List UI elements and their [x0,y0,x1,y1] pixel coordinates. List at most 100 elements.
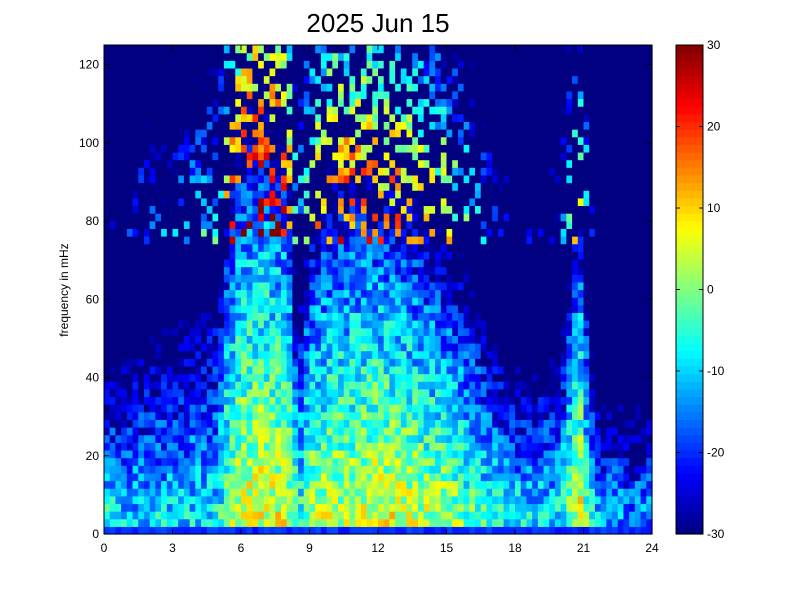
spectrogram-cell [138,90,145,100]
spectrogram-cell [121,129,128,138]
spectrogram-cell [241,182,248,191]
spectrogram-cell [104,365,111,375]
spectrogram-cell [457,327,465,336]
spectrogram-cell [389,159,396,168]
spectrogram-cell [480,358,488,367]
spectrogram-cell [332,373,339,382]
spectrogram-cell [263,236,271,245]
spectrogram-cell [412,518,419,527]
spectrogram-cell [509,480,516,489]
spectrogram-cell [132,281,139,291]
spectrogram-cell [241,472,248,482]
spectrogram-cell [252,106,259,115]
spectrogram-cell [286,281,293,291]
spectrogram-cell [126,465,134,474]
spectrogram-cell [457,457,465,466]
spectrogram-cell [223,83,231,92]
spectrogram-cell [303,182,311,191]
spectrogram-cell [315,167,322,176]
spectrogram-cell [155,488,162,497]
spectrogram-cell [446,129,453,138]
spectrogram-cell [183,197,191,207]
spectrogram-cell [469,472,476,482]
spectrogram-cell [532,197,539,207]
spectrogram-cell [298,167,305,176]
spectrogram-cell [389,236,396,245]
spectrogram-cell [515,350,522,359]
spectrogram-cell [526,258,533,268]
spectrogram-cell [515,159,522,168]
spectrogram-cell [132,190,139,199]
spectrogram-cell [149,190,156,199]
spectrogram-cell [360,243,368,252]
spectrogram-cell [104,52,111,61]
spectrogram-cell [475,190,482,199]
spectrogram-cell [298,381,305,390]
spectrogram-cell [320,358,328,367]
spectrogram-cell [440,465,448,474]
spectrogram-cell [189,113,196,123]
spectrogram-cell [526,182,533,191]
spectrogram-cell [406,350,413,359]
spectrogram-cell [543,159,550,168]
spectrogram-cell [252,350,259,359]
spectrogram-cell [469,488,476,497]
spectrogram-cell [161,320,168,329]
spectrogram-cell [121,83,128,92]
spectrogram-cell [509,106,516,115]
spectrogram-cell [372,342,379,352]
spectrogram-cell [412,457,419,466]
spectrogram-cell [258,281,265,291]
spectrogram-cell [189,373,196,382]
spectrogram-cell [372,281,379,291]
spectrogram-cell [172,381,179,390]
spectrogram-cell [503,236,510,245]
spectrogram-cell [349,236,356,245]
spectrogram-cell [372,335,379,344]
spectrogram-cell [269,106,276,115]
spectrogram-cell [223,503,231,512]
spectrogram-cell [183,449,191,459]
spectrogram-cell [121,503,128,512]
spectrogram-cell [417,297,425,306]
spectrogram-cell [338,381,345,390]
spectrogram-cell [417,411,425,420]
spectrogram-cell [275,98,282,107]
spectrogram-cell [161,342,168,352]
spectrogram-cell [440,335,448,344]
spectrogram-cell [440,381,448,390]
spectrogram-cell [212,358,219,367]
spectrogram-cell [183,75,191,84]
spectrogram-cell [218,449,225,459]
spectrogram-cell [269,465,276,474]
spectrogram-cell [446,488,453,497]
spectrogram-cell [223,350,231,359]
spectrogram-cell [326,518,333,527]
spectrogram-cell [349,52,356,61]
spectrogram-cell [389,297,396,306]
spectrogram-cell [309,434,316,443]
spectrogram-cell [241,220,248,229]
spectrogram-cell [486,404,493,413]
spectrogram-cell [492,83,499,92]
spectrogram-cell [252,45,259,54]
spectrogram-cell [201,90,208,100]
spectrogram-cell [189,297,196,306]
spectrogram-cell [366,327,373,336]
spectrogram-cell [395,60,402,69]
spectrogram-cell [532,427,539,436]
spectrogram-cell [126,98,134,107]
spectrogram-cell [143,457,151,466]
spectrogram-cell [343,427,351,436]
spectrogram-cell [372,304,379,314]
spectrogram-cell [343,442,351,451]
spectrogram-cell [126,67,134,77]
spectrogram-cell [206,45,214,54]
spectrogram-cell [195,411,202,420]
spectrogram-cell [143,45,151,54]
spectrogram-cell [246,52,254,61]
spectrogram-cell [241,281,248,291]
spectrogram-cell [178,151,185,161]
spectrogram-cell [440,98,448,107]
spectrogram-cell [201,495,208,505]
